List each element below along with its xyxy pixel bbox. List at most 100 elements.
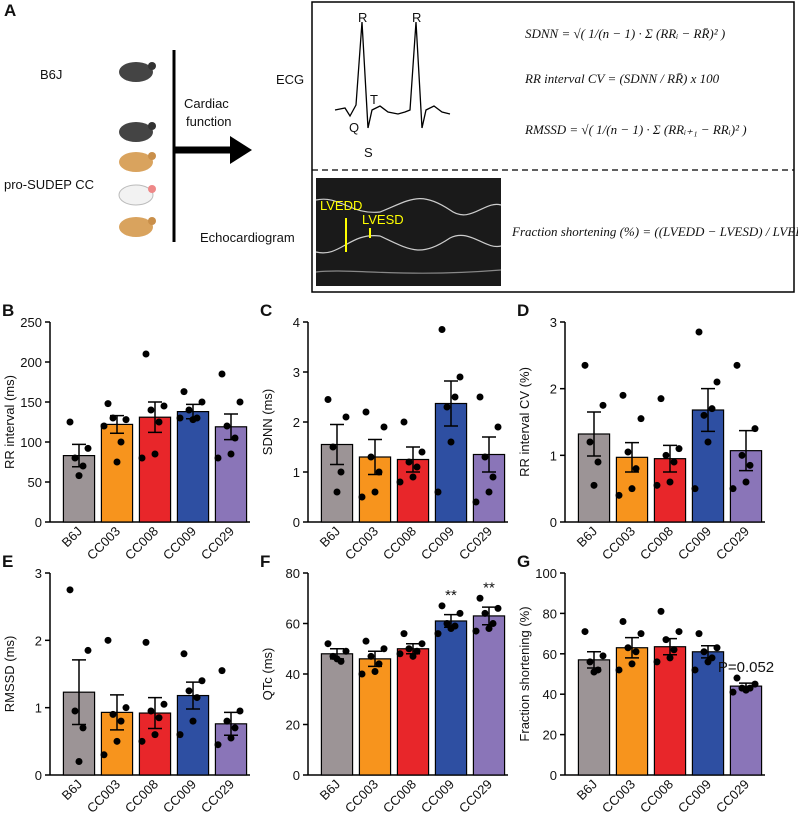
- y-tick-label: 2: [293, 415, 300, 430]
- data-point: [142, 638, 150, 646]
- data-point: [418, 448, 426, 456]
- bar: [214, 426, 248, 523]
- data-point: [615, 491, 623, 499]
- arrow-label: function: [186, 114, 232, 129]
- data-point: [653, 481, 661, 489]
- data-point: [628, 660, 636, 668]
- data-point: [746, 461, 754, 469]
- data-point: [619, 617, 627, 625]
- data-point: [637, 415, 645, 423]
- data-point: [704, 658, 712, 666]
- x-tick-label: CC029: [713, 777, 752, 816]
- data-point: [151, 450, 159, 458]
- x-tick-label: B6J: [59, 524, 85, 550]
- data-point: [447, 625, 455, 633]
- data-point: [109, 414, 117, 422]
- x-tick-label: B6J: [59, 777, 85, 803]
- x-tick-label: CC008: [637, 524, 676, 563]
- data-point: [447, 438, 455, 446]
- data-point: [438, 602, 446, 610]
- y-tick-label: 50: [28, 475, 42, 490]
- panel-box: [311, 1, 795, 293]
- data-point: [375, 660, 383, 668]
- data-point: [695, 630, 703, 638]
- x-tick-label: CC029: [713, 524, 752, 563]
- data-point: [189, 717, 197, 725]
- data-point: [324, 396, 332, 403]
- data-point: [494, 604, 502, 612]
- data-point: [670, 646, 678, 654]
- bar: [138, 416, 172, 523]
- data-point: [494, 423, 502, 431]
- data-point: [358, 493, 366, 501]
- data-point: [619, 391, 627, 399]
- data-point: [704, 438, 712, 446]
- data-point: [193, 694, 201, 702]
- data-point: [75, 758, 83, 766]
- data-point: [122, 416, 130, 424]
- data-point: [371, 667, 379, 675]
- data-point: [380, 645, 388, 653]
- data-point: [472, 498, 480, 506]
- data-point: [79, 462, 87, 470]
- error-bar: [110, 694, 124, 731]
- y-tick-label: 150: [20, 395, 42, 410]
- data-point: [147, 406, 155, 414]
- data-point: [400, 630, 408, 638]
- data-point: [434, 630, 442, 638]
- x-tick-label: CC009: [675, 777, 714, 816]
- y-tick-label: 80: [286, 566, 300, 581]
- wave-label: Q: [349, 120, 359, 135]
- error-bar: [186, 681, 200, 710]
- y-tick-label: 0: [550, 515, 557, 530]
- data-point: [214, 454, 222, 462]
- data-point: [632, 465, 640, 473]
- wave-label: T: [370, 92, 378, 107]
- y-tick-label: 100: [20, 435, 42, 450]
- x-tick-label: CC008: [122, 524, 161, 563]
- data-point: [223, 717, 231, 725]
- data-point: [476, 594, 484, 602]
- x-tick-label: CC029: [456, 524, 495, 563]
- data-point: [138, 737, 146, 745]
- error-bar: [330, 423, 344, 466]
- y-axis-label: RR interval (ms): [2, 375, 17, 469]
- data-point: [751, 680, 759, 688]
- bar: [653, 646, 687, 776]
- bar: [691, 651, 725, 776]
- data-point: [485, 488, 493, 496]
- data-point: [151, 731, 159, 739]
- data-point: [396, 650, 404, 658]
- data-point: [214, 741, 222, 749]
- y-tick-label: 2: [550, 382, 557, 397]
- panel-label: F: [260, 552, 270, 571]
- data-point: [66, 586, 74, 594]
- data-point: [84, 646, 92, 654]
- data-point: [380, 423, 388, 431]
- data-point: [742, 686, 750, 694]
- data-point: [691, 666, 699, 674]
- x-tick-label: CC003: [599, 777, 638, 816]
- data-point: [443, 403, 451, 411]
- data-point: [231, 724, 239, 732]
- formula: RMSSD = √( 1/(n − 1) · Σ (RRᵢ₊₁ − RRᵢ)² …: [524, 122, 747, 137]
- data-point: [594, 458, 602, 466]
- data-point: [405, 645, 413, 653]
- data-point: [218, 370, 226, 378]
- y-tick-label: 0: [35, 515, 42, 530]
- wave-label: R: [412, 10, 421, 25]
- panel-label: C: [260, 301, 272, 320]
- y-tick-label: 1: [35, 701, 42, 716]
- data-point: [231, 434, 239, 442]
- data-point: [113, 737, 121, 745]
- arrow-label: Cardiac: [184, 96, 229, 111]
- data-point: [413, 647, 421, 655]
- data-point: [409, 652, 417, 660]
- data-point: [160, 700, 168, 708]
- y-tick-label: 250: [20, 315, 42, 330]
- data-point: [198, 398, 206, 406]
- data-point: [624, 448, 632, 456]
- x-tick-label: CC009: [160, 777, 199, 816]
- bar: [577, 659, 611, 776]
- data-point: [666, 478, 674, 486]
